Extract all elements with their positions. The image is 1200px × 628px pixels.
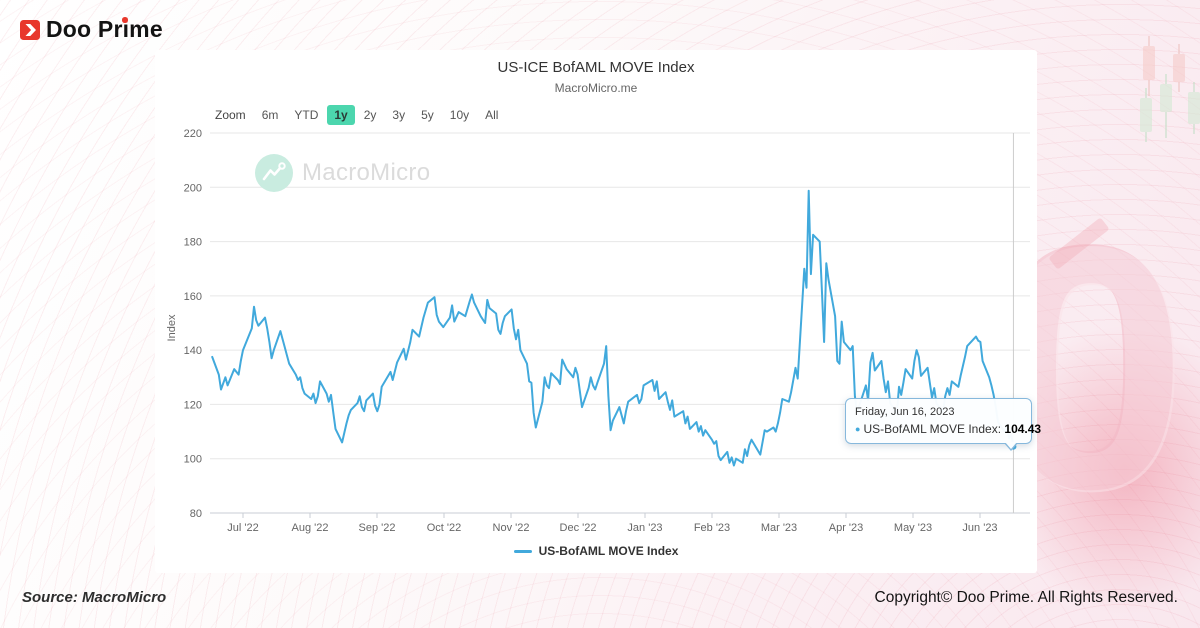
tooltip-callout-fill <box>1005 442 1017 450</box>
range-button-3y[interactable]: 3y <box>385 105 412 125</box>
chart-subtitle: MacroMicro.me <box>554 81 638 95</box>
brand-name: Doo Prime <box>46 16 163 42</box>
range-zoom-label: Zoom <box>215 108 246 122</box>
logo-i-dot <box>122 17 128 23</box>
range-button-6m[interactable]: 6m <box>255 105 286 125</box>
tooltip-series-label: US-BofAML MOVE Index: <box>863 421 1002 436</box>
doo-prime-logo-text: Doo Prime <box>46 16 163 43</box>
tooltip: Friday, Jun 16, 2023 ● US-BofAML MOVE Ind… <box>845 398 1041 452</box>
y-tick-label-80: 80 <box>190 508 202 520</box>
macromicro-watermark-text: MacroMicro <box>302 159 431 186</box>
candlestick-decoration <box>1128 30 1200 150</box>
legend-line-marker <box>513 549 532 553</box>
tooltip-value: 104.43 <box>1004 421 1042 436</box>
x-tick-label-8: Mar '23 <box>761 522 797 534</box>
x-tick-label-11: Jun '23 <box>962 522 997 534</box>
doo-prime-logo: Doo Prime <box>20 16 163 43</box>
range-button-2y[interactable]: 2y <box>357 105 384 125</box>
footer-source: Source: MacroMicro <box>22 589 167 606</box>
footer-copyright: Copyright© Doo Prime. All Rights Reserve… <box>874 589 1178 606</box>
tooltip-date: Friday, Jun 16, 2023 <box>855 406 955 418</box>
range-button-ytd[interactable]: YTD <box>287 105 325 125</box>
tooltip-value-row: ● US-BofAML MOVE Index: 104.43 <box>855 421 1041 438</box>
range-selector: Zoom 6m YTD 1y 2y 3y 5y 10y All <box>215 105 506 125</box>
x-tick-label-5: Dec '22 <box>560 522 597 534</box>
range-button-5y[interactable]: 5y <box>414 105 441 125</box>
legend-label: US-BofAML MOVE Index <box>538 544 679 558</box>
x-tick-label-7: Feb '23 <box>694 522 730 534</box>
x-tick-label-10: May '23 <box>894 522 932 534</box>
y-tick-label-120: 120 <box>184 399 202 411</box>
x-tick-label-4: Nov '22 <box>493 522 530 534</box>
x-tick-label-6: Jan '23 <box>627 522 662 534</box>
plot-area: 80 100 120 140 160 180 200 220 Index Jul '22 Aug '… <box>166 128 1030 534</box>
y-tick-label-100: 100 <box>184 454 202 466</box>
y-tick-label-160: 160 <box>184 291 202 303</box>
candlestick-svg <box>1140 36 1200 142</box>
x-tick-label-9: Apr '23 <box>829 522 864 534</box>
x-tick-label-2: Sep '22 <box>359 522 396 534</box>
x-tick-label-0: Jul '22 <box>227 522 258 534</box>
y-tick-label-200: 200 <box>184 182 202 194</box>
y-tick-label-140: 140 <box>184 345 202 357</box>
macromicro-watermark: MacroMicro <box>255 154 430 192</box>
macromicro-watermark-icon <box>255 154 293 192</box>
y-tick-label-180: 180 <box>184 237 202 249</box>
y-tick-label-220: 220 <box>184 128 202 140</box>
tooltip-bullet-icon: ● <box>855 423 861 434</box>
chart-card: US-ICE BofAML MOVE Index MacroMicro.me Z… <box>155 50 1041 573</box>
range-button-all[interactable]: All <box>478 105 505 125</box>
range-button-10y[interactable]: 10y <box>443 105 476 125</box>
chart-title: US-ICE BofAML MOVE Index <box>497 59 695 76</box>
range-button-1y[interactable]: 1y <box>327 105 355 125</box>
range-selector-buttons: 6m YTD 1y 2y 3y 5y 10y All <box>254 105 507 125</box>
doo-prime-logo-icon <box>20 19 40 40</box>
x-tick-label-1: Aug '22 <box>292 522 329 534</box>
y-axis-title: Index <box>166 314 178 341</box>
x-tick-label-3: Oct '22 <box>427 522 462 534</box>
legend: US-BofAML MOVE Index <box>155 544 1037 558</box>
